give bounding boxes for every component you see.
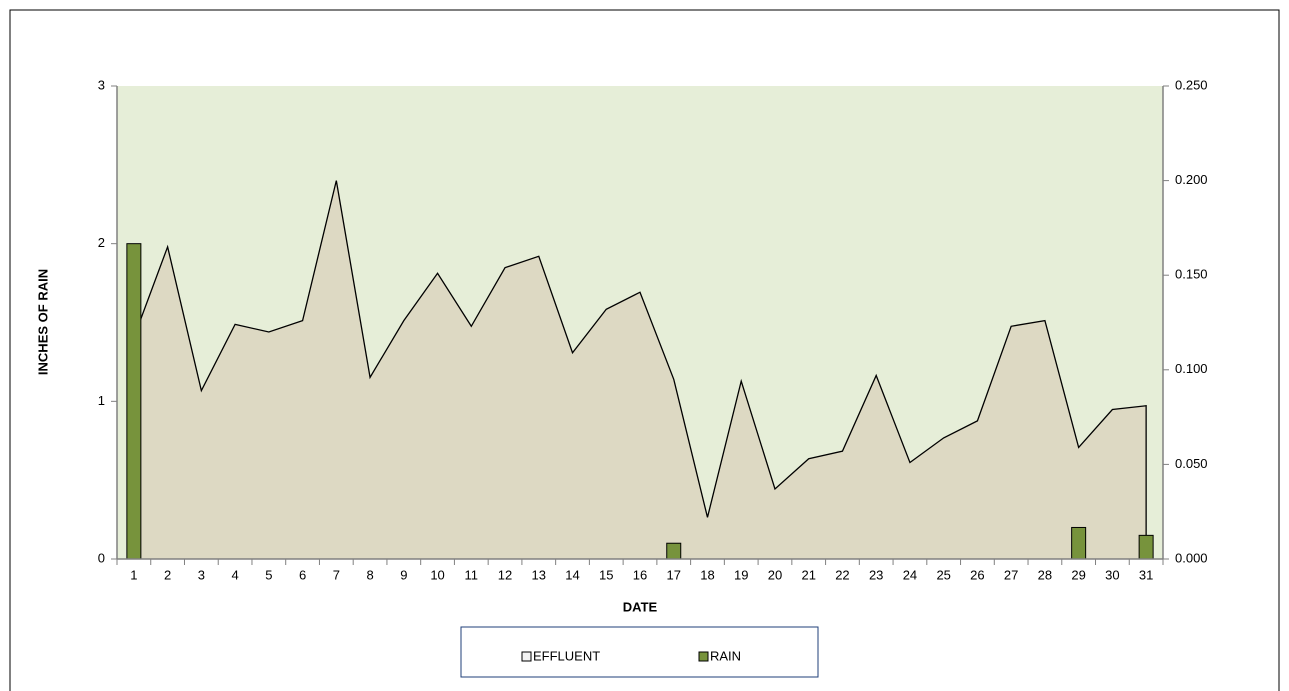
y2-tick-label: 0.000: [1175, 550, 1208, 565]
x-tick-label: 19: [734, 567, 748, 582]
rain-bar: [1138, 534, 1154, 560]
effluent-line: [133, 180, 1147, 559]
x-tick-label: 3: [198, 567, 205, 582]
x-tick-label: 1: [130, 567, 137, 582]
x-tick-label: 4: [231, 567, 238, 582]
x-tick-label: 2: [164, 567, 171, 582]
x-tick-label: 30: [1105, 567, 1119, 582]
y2-tick-label: 0.100: [1175, 361, 1208, 376]
y-tick-label: 3: [98, 77, 105, 92]
x-tick-label: 16: [633, 567, 647, 582]
rain-bar: [126, 243, 142, 560]
effluent-area: [133, 180, 1147, 559]
x-tick-label: 7: [333, 567, 340, 582]
x-axis-title: DATE: [623, 599, 658, 614]
x-tick-label: 14: [565, 567, 579, 582]
x-tick-label: 20: [768, 567, 782, 582]
x-tick-label: 5: [265, 567, 272, 582]
y2-tick-label: 0.150: [1175, 267, 1208, 282]
y2-tick-label: 0.050: [1175, 456, 1208, 471]
x-tick-label: 21: [801, 567, 815, 582]
y-axis-title: INCHES OF RAIN: [35, 269, 50, 375]
x-tick-label: 10: [430, 567, 444, 582]
x-tick-label: 23: [869, 567, 883, 582]
x-tick-label: 28: [1038, 567, 1052, 582]
x-tick-label: 9: [400, 567, 407, 582]
legend-label: RAIN: [710, 648, 741, 663]
rain-bar: [1071, 526, 1087, 560]
x-tick-label: 22: [835, 567, 849, 582]
legend-label: EFFLUENT: [533, 648, 600, 663]
legend-swatch: [698, 651, 709, 662]
x-tick-label: 17: [667, 567, 681, 582]
x-tick-label: 8: [366, 567, 373, 582]
y-tick-label: 0: [98, 550, 105, 565]
y2-tick-label: 0.200: [1175, 172, 1208, 187]
x-tick-label: 13: [532, 567, 546, 582]
x-tick-label: 11: [465, 567, 479, 582]
x-tick-label: 29: [1071, 567, 1085, 582]
x-tick-label: 15: [599, 567, 613, 582]
legend-box: [460, 626, 819, 678]
legend-swatch: [521, 651, 532, 662]
rain-bar: [666, 542, 682, 560]
x-tick-label: 24: [903, 567, 917, 582]
x-tick-label: 18: [700, 567, 714, 582]
x-tick-label: 26: [970, 567, 984, 582]
y-tick-label: 2: [98, 235, 105, 250]
x-tick-label: 25: [936, 567, 950, 582]
x-tick-label: 12: [498, 567, 512, 582]
x-tick-label: 27: [1004, 567, 1018, 582]
x-tick-label: 31: [1139, 567, 1153, 582]
x-tick-label: 6: [299, 567, 306, 582]
y-tick-label: 1: [98, 393, 105, 408]
chart-frame: [9, 9, 1280, 691]
y2-tick-label: 0.250: [1175, 77, 1208, 92]
